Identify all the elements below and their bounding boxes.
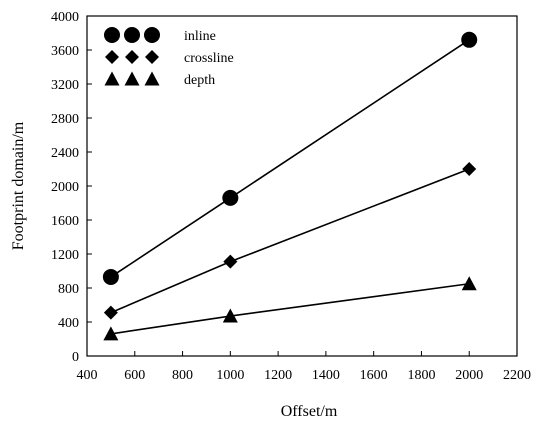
- legend-marker-depth: [144, 71, 160, 86]
- series-group: [102, 31, 478, 341]
- x-tick-label: 1600: [360, 368, 388, 383]
- y-tick-label: 400: [58, 316, 79, 331]
- y-tick-label: 3600: [51, 44, 79, 59]
- y-tick-label: 800: [58, 282, 79, 297]
- legend-label-crossline: crossline: [184, 51, 234, 66]
- x-axis-label: Offset/m: [281, 403, 338, 420]
- legend-item-crossline: crossline: [105, 50, 234, 66]
- legend-label-depth: depth: [184, 73, 215, 88]
- data-point-depth: [461, 276, 477, 291]
- x-tick-label: 2200: [503, 368, 531, 383]
- series-crossline: [103, 162, 477, 320]
- data-point-inline: [222, 189, 239, 206]
- x-tick-label: 800: [172, 368, 193, 383]
- legend: inline crossline depth: [104, 27, 234, 88]
- y-tick-label: 1200: [51, 248, 79, 263]
- y-tick-label: 1600: [51, 214, 79, 229]
- series-depth: [103, 276, 477, 341]
- x-tick-label: 1000: [216, 368, 244, 383]
- series-line-depth: [110, 282, 470, 335]
- x-tick-label: 400: [77, 368, 98, 383]
- x-tick-label: 1800: [407, 368, 435, 383]
- x-tick-label: 2000: [455, 368, 483, 383]
- y-tick-label: 4000: [51, 10, 79, 25]
- y-tick-label: 3200: [51, 78, 79, 93]
- legend-label-inline: inline: [184, 29, 216, 44]
- legend-marker-depth: [124, 71, 140, 86]
- y-tick-label: 0: [72, 350, 79, 365]
- legend-marker-crossline: [145, 50, 159, 64]
- data-point-crossline: [223, 254, 238, 269]
- axes: [86, 15, 518, 357]
- data-point-crossline: [462, 162, 477, 176]
- data-point-depth: [222, 308, 238, 323]
- data-point-crossline: [103, 305, 118, 320]
- y-tick-label: 2800: [51, 112, 79, 127]
- y-tick-label: 2400: [51, 146, 79, 161]
- y-axis-label: Footprint domain/m: [10, 121, 27, 250]
- series-line-inline: [110, 39, 470, 278]
- legend-marker-inline: [104, 27, 120, 43]
- legend-marker-inline: [124, 27, 140, 43]
- x-tick-label: 600: [124, 368, 145, 383]
- y-tick-label: 2000: [51, 180, 79, 195]
- legend-item-depth: depth: [104, 71, 215, 88]
- legend-marker-depth: [104, 71, 120, 86]
- data-point-depth: [103, 326, 119, 341]
- series-inline: [102, 31, 478, 285]
- legend-marker-inline: [144, 27, 160, 43]
- plot-frame: [86, 15, 518, 357]
- ticks: 400 600 800 1000 1200 1400 1600 1800 2000 2200 0 40…: [51, 10, 531, 383]
- legend-marker-crossline: [105, 50, 119, 64]
- legend-marker-crossline: [125, 50, 139, 64]
- x-tick-label: 1400: [312, 368, 340, 383]
- x-tick-label: 1200: [264, 368, 292, 383]
- data-point-inline: [461, 31, 478, 48]
- legend-item-inline: inline: [104, 27, 216, 44]
- data-point-inline: [102, 268, 119, 285]
